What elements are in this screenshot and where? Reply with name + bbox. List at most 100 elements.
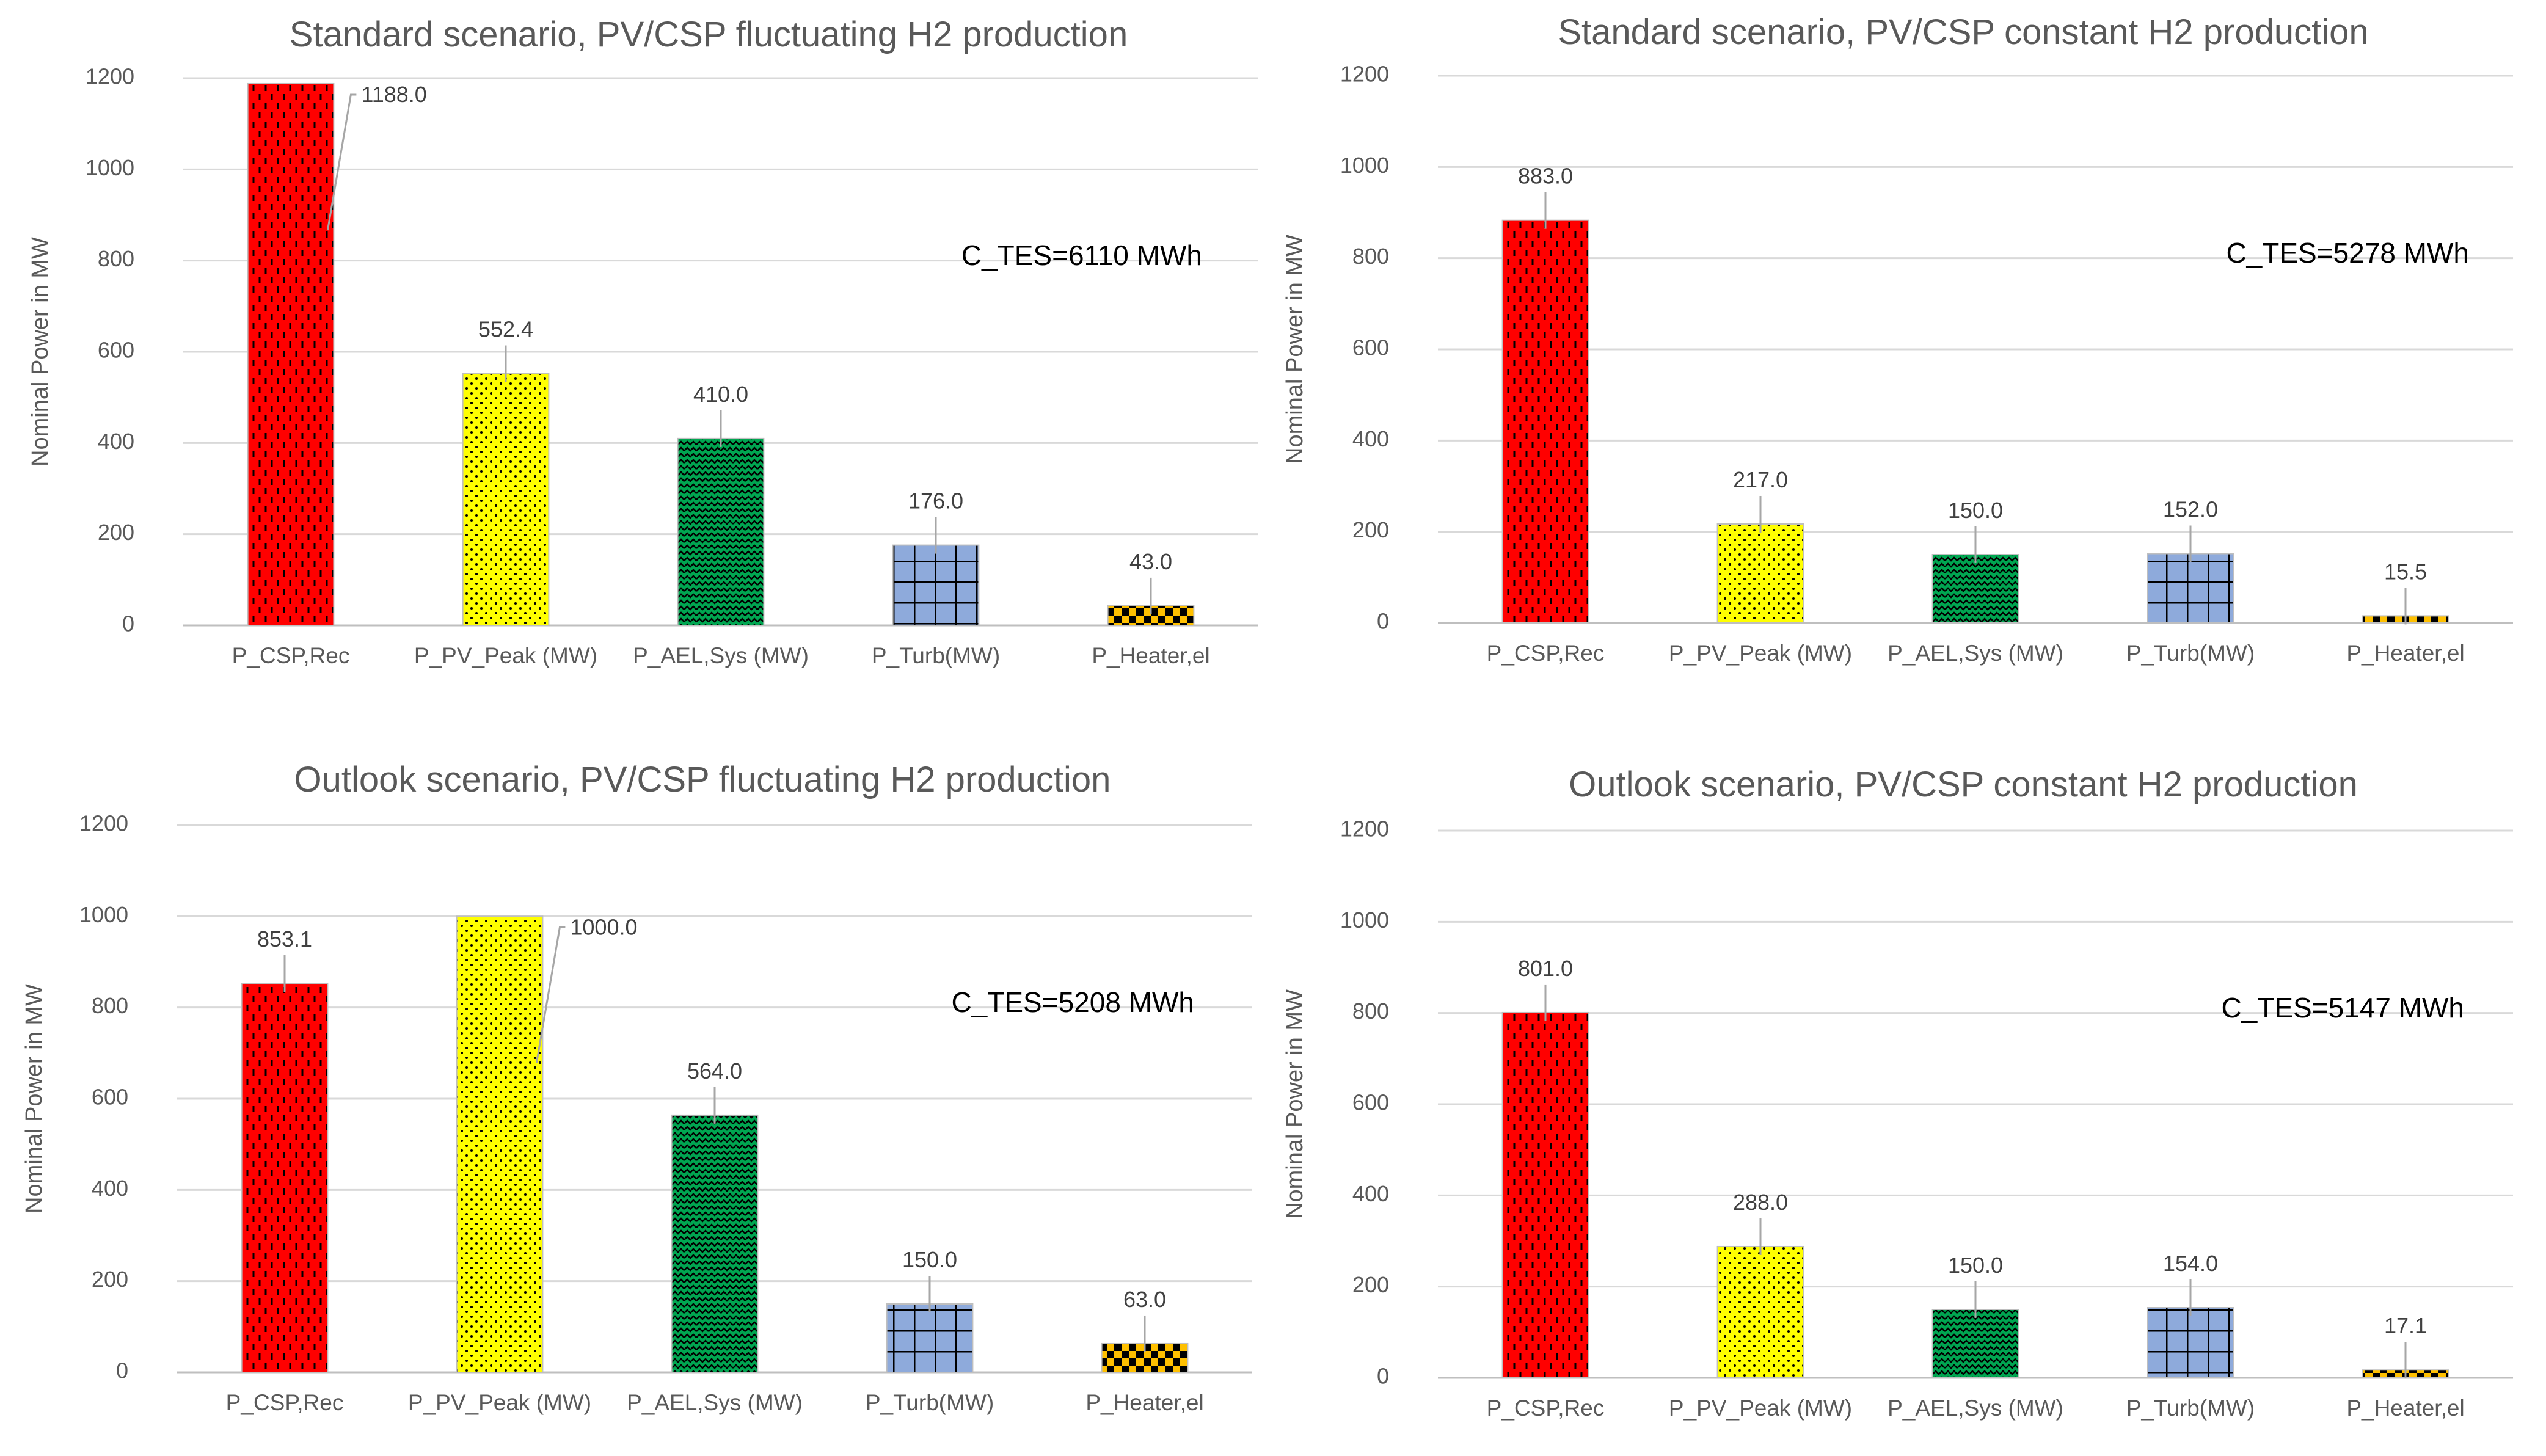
y-tick-label: 600 [92, 1085, 128, 1110]
chart-title: Standard scenario, PV/CSP constant H2 pr… [1558, 12, 2368, 52]
x-tick-label: P_Heater,el [2346, 641, 2464, 666]
y-tick-label: 200 [1352, 517, 1389, 542]
x-tick-label: P_PV_Peak (MW) [1669, 1396, 1852, 1421]
tes-capacity-annotation: C_TES=6110 MWh [961, 239, 1202, 271]
x-tick-label: P_PV_Peak (MW) [1669, 641, 1852, 666]
x-tick-label: P_Turb(MW) [872, 643, 1000, 668]
data-label-leader [535, 926, 566, 1063]
bar-csp [241, 983, 329, 1373]
chart-title: Outlook scenario, PV/CSP fluctuating H2 … [294, 760, 1111, 799]
x-tick-label: P_Turb(MW) [866, 1390, 994, 1415]
y-tick-label: 200 [92, 1267, 128, 1292]
data-label: 410.0 [693, 382, 748, 407]
tes-capacity-annotation: C_TES=5147 MWh [2221, 992, 2464, 1024]
x-tick-label: P_Heater,el [2346, 1396, 2464, 1421]
bar-ael [677, 437, 765, 626]
data-label: 150.0 [902, 1247, 957, 1272]
y-tick-label: 600 [1352, 335, 1389, 360]
data-label: 853.1 [257, 926, 312, 952]
x-tick-label: P_Turb(MW) [2126, 641, 2255, 666]
y-tick-label: 1000 [86, 155, 134, 180]
y-tick-label: 400 [98, 429, 134, 454]
x-tick-label: P_AEL,Sys (MW) [1888, 641, 2063, 666]
bar-ael [1931, 1309, 2019, 1378]
bar-ael [1931, 554, 2019, 624]
y-tick-label: 1200 [86, 64, 134, 89]
y-tick-label: 0 [1377, 609, 1389, 634]
bar-csp [247, 82, 335, 626]
tes-capacity-annotation: C_TES=5208 MWh [951, 986, 1194, 1018]
y-tick-label: 400 [92, 1176, 128, 1201]
data-label: 1188.0 [361, 82, 426, 107]
x-tick-label: P_Heater,el [1092, 643, 1209, 668]
y-tick-label: 600 [1352, 1090, 1389, 1115]
bar-pv [1716, 523, 1804, 624]
chart-title: Standard scenario, PV/CSP fluctuating H2… [290, 15, 1128, 54]
bar-pv [1716, 1245, 1804, 1379]
data-label: 150.0 [1948, 1253, 2003, 1278]
bar-turb [886, 1303, 974, 1373]
x-tick-label: P_Heater,el [1085, 1390, 1203, 1415]
data-label: 883.0 [1518, 164, 1573, 189]
data-label: 288.0 [1733, 1190, 1788, 1215]
data-label: 552.4 [478, 317, 533, 342]
data-label: 154.0 [2163, 1251, 2218, 1276]
y-axis-label: Nominal Power in MW [27, 237, 53, 467]
x-tick-label: P_CSP,Rec [226, 1390, 344, 1415]
bar-ael [671, 1114, 759, 1373]
bar-turb [892, 544, 980, 626]
data-label: 43.0 [1129, 549, 1172, 574]
data-label: 63.0 [1123, 1287, 1166, 1312]
bar-chart: Standard scenario, PV/CSP constant H2 pr… [1282, 12, 2513, 666]
data-label: 801.0 [1518, 956, 1573, 981]
bar-chart: Outlook scenario, PV/CSP constant H2 pro… [1282, 765, 2513, 1421]
y-tick-label: 600 [98, 338, 134, 363]
x-tick-label: P_PV_Peak (MW) [414, 643, 597, 668]
data-label: 152.0 [2163, 497, 2218, 522]
x-tick-label: P_CSP,Rec [1487, 641, 1605, 666]
bar-pv [456, 915, 544, 1374]
chart-panel-outlook-constant: Outlook scenario, PV/CSP constant H2 pro… [1273, 728, 2546, 1456]
data-label: 15.5 [2384, 559, 2427, 584]
y-tick-label: 200 [98, 520, 134, 545]
y-tick-label: 1200 [1340, 62, 1389, 87]
y-axis-label: Nominal Power in MW [1282, 989, 1308, 1219]
data-label: 17.1 [2384, 1313, 2427, 1338]
bar-turb [2147, 1307, 2234, 1378]
y-axis-label: Nominal Power in MW [1282, 235, 1308, 464]
x-tick-label: P_CSP,Rec [1487, 1396, 1605, 1421]
data-label: 217.0 [1733, 467, 1788, 492]
y-tick-label: 1200 [1340, 817, 1389, 842]
y-axis-label: Nominal Power in MW [21, 984, 47, 1214]
x-tick-label: P_AEL,Sys (MW) [633, 643, 809, 668]
bar-pv [462, 373, 550, 626]
y-tick-label: 400 [1352, 1181, 1389, 1206]
y-tick-label: 800 [1352, 244, 1389, 269]
chart-title: Outlook scenario, PV/CSP constant H2 pro… [1569, 765, 2358, 804]
y-tick-label: 1000 [79, 902, 128, 927]
chart-panel-standard-constant: Standard scenario, PV/CSP constant H2 pr… [1273, 0, 2546, 728]
y-tick-label: 1000 [1340, 153, 1389, 178]
y-tick-label: 200 [1352, 1272, 1389, 1297]
y-tick-label: 800 [92, 993, 128, 1018]
x-tick-label: P_CSP,Rec [232, 643, 350, 668]
y-tick-label: 400 [1352, 426, 1389, 451]
y-tick-label: 1200 [79, 811, 128, 836]
y-tick-label: 0 [116, 1358, 128, 1383]
bar-chart: Outlook scenario, PV/CSP fluctuating H2 … [21, 760, 1252, 1415]
x-tick-label: P_AEL,Sys (MW) [627, 1390, 803, 1415]
y-tick-label: 800 [98, 246, 134, 271]
data-label: 1000.0 [570, 914, 637, 939]
x-tick-label: P_PV_Peak (MW) [408, 1390, 591, 1415]
bar-turb [2147, 553, 2234, 624]
data-label: 150.0 [1948, 498, 2003, 523]
tes-capacity-annotation: C_TES=5278 MWh [2226, 237, 2469, 269]
chart-panel-standard-fluctuating: Standard scenario, PV/CSP fluctuating H2… [0, 0, 1273, 728]
data-label: 176.0 [908, 489, 963, 514]
y-tick-label: 1000 [1340, 908, 1389, 933]
data-label: 564.0 [687, 1058, 742, 1083]
bar-chart: Standard scenario, PV/CSP fluctuating H2… [27, 15, 1258, 668]
data-label-leader [326, 93, 357, 231]
y-tick-label: 0 [1377, 1364, 1389, 1389]
y-tick-label: 0 [122, 611, 134, 636]
